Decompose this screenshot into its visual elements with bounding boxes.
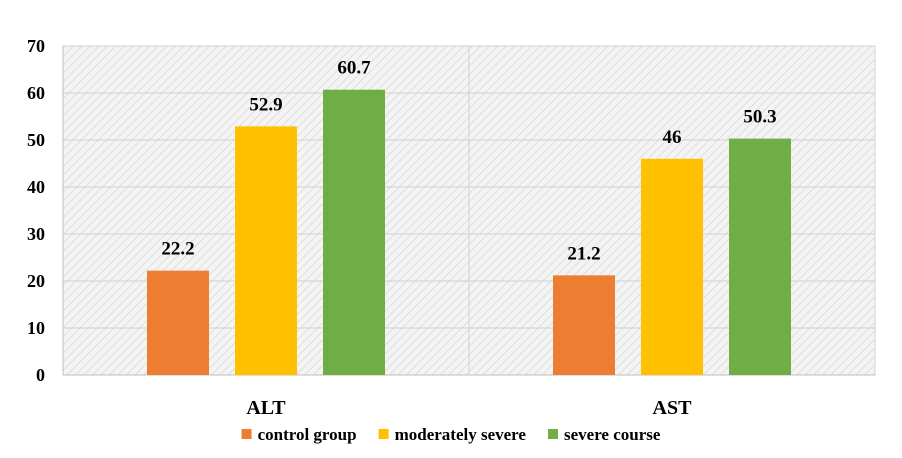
legend-swatch: [242, 429, 252, 439]
legend-swatch: [548, 429, 558, 439]
data-label: 22.2: [161, 239, 194, 260]
y-tick-label: 10: [27, 318, 45, 338]
y-tick-label: 40: [27, 177, 45, 197]
legend-swatch: [379, 429, 389, 439]
bar-alt-severe-course: [323, 90, 385, 375]
x-axis-categories: ALT AST: [246, 397, 692, 419]
data-label: 50.3: [743, 107, 776, 128]
legend-label: severe course: [564, 425, 661, 444]
bar-ast-severe-course: [729, 139, 791, 375]
y-tick-label: 70: [27, 36, 45, 56]
bar-ast-control-group: [553, 275, 615, 375]
data-label: 21.2: [567, 243, 600, 264]
y-tick-label: 50: [27, 130, 45, 150]
y-tick-label: 0: [36, 365, 45, 385]
data-label: 60.7: [337, 58, 371, 79]
y-tick-label: 20: [27, 271, 45, 291]
legend: control group moderately severe severe cou…: [242, 425, 661, 444]
legend-label: moderately severe: [395, 425, 527, 444]
x-category-label: AST: [653, 397, 693, 419]
y-axis-ticks: 0 10 20 30 40 50 60 70: [27, 36, 45, 385]
data-label: 46: [663, 127, 682, 148]
y-tick-label: 30: [27, 224, 45, 244]
bar-chart: 0 10 20 30 40 50 60 70 22.2 52.9 60.7 21.2 46 50.3 A…: [0, 0, 902, 458]
legend-label: control group: [258, 425, 357, 444]
bar-alt-moderately-severe: [235, 126, 297, 375]
bar-ast-moderately-severe: [641, 159, 703, 375]
x-category-label: ALT: [246, 397, 286, 419]
bar-alt-control-group: [147, 271, 209, 375]
data-label: 52.9: [249, 94, 282, 115]
y-tick-label: 60: [27, 83, 45, 103]
